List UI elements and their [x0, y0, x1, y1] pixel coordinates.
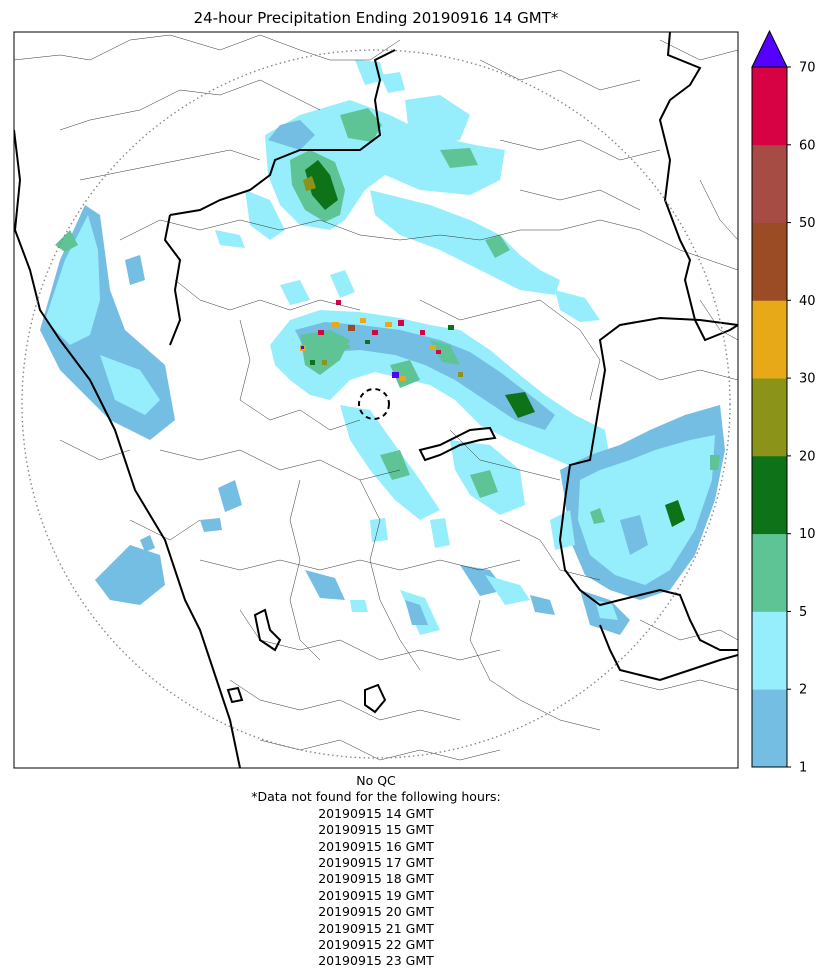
colorbar-segment: [752, 455, 787, 535]
internal-borders: [14, 34, 738, 761]
precipitation-field: [40, 60, 725, 635]
qc-note: No QC: [356, 773, 396, 788]
colorbar-segment: [752, 533, 787, 612]
colorbar-tick-label: 50: [799, 216, 816, 231]
radar-center-ring: [358, 388, 390, 420]
colorbar-tick-label: 2: [799, 683, 807, 698]
colorbar-segment: [752, 611, 787, 690]
missing-hour: 20190915 20 GMT: [318, 904, 434, 920]
missing-hour: 20190915 15 GMT: [318, 822, 434, 838]
map-title: 24-hour Precipitation Ending 20190916 14…: [193, 9, 559, 27]
missing-hour: 20190915 22 GMT: [318, 937, 434, 953]
missing-hour: 20190915 14 GMT: [318, 805, 434, 821]
missing-hour: 20190915 21 GMT: [318, 920, 434, 936]
colorbar-tick-label: 60: [799, 138, 816, 153]
missing-hour: 20190915 18 GMT: [318, 871, 434, 887]
colorbar-tick-label: 5: [799, 605, 807, 620]
colorbar-tick-label: 40: [799, 294, 816, 309]
map-footer: No QC *Data not found for the following …: [14, 773, 738, 970]
colorbar-segment: [752, 222, 787, 301]
precipitation-map: 1 2 5 10 20 30 40 50 60 70: [13, 29, 816, 776]
missing-hour: 20190915 19 GMT: [318, 887, 434, 903]
missing-hours-header: *Data not found for the following hours:: [251, 789, 501, 805]
colorbar-segment: [752, 689, 787, 768]
radar-range-circle: [21, 49, 731, 759]
colorbar-segment: [752, 67, 787, 146]
missing-hour: 20190915 23 GMT: [318, 953, 434, 969]
colorbar-tick-label: 20: [799, 449, 816, 464]
colorbar-segment: [752, 300, 787, 379]
national-borders: [14, 32, 738, 768]
missing-hour: 20190915 16 GMT: [318, 838, 434, 854]
colorbar-tick-label: 70: [799, 61, 816, 76]
missing-hour: 20190915 17 GMT: [318, 855, 434, 871]
colorbar-segment: [752, 144, 787, 223]
colorbar-tick-label: 1: [799, 761, 807, 776]
colorbar-tick-label: 30: [799, 372, 816, 387]
colorbar-outline: [751, 66, 788, 768]
colorbar-extend-arrow: [751, 29, 788, 68]
colorbar: 1 2 5 10 20 30 40 50 60 70: [751, 29, 816, 776]
colorbar-segment: [752, 378, 787, 457]
colorbar-tick-label: 10: [799, 527, 816, 542]
